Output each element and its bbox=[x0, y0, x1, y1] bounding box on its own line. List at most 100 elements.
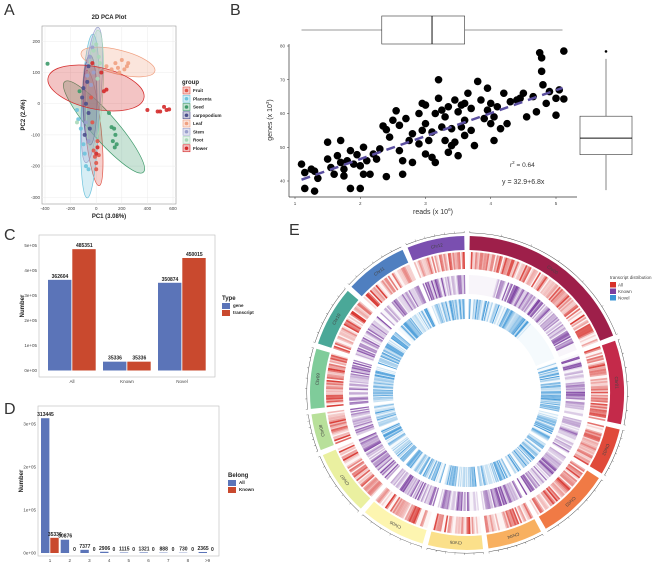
heat-cell bbox=[580, 442, 597, 451]
heat-cell bbox=[373, 386, 394, 389]
heat-cell bbox=[520, 293, 533, 311]
panel-label-b: B bbox=[230, 2, 241, 19]
heat-cell bbox=[358, 472, 373, 485]
heat-cell bbox=[517, 505, 527, 522]
heat-cell bbox=[378, 417, 398, 426]
heat-cell bbox=[434, 279, 441, 298]
data-point bbox=[113, 132, 118, 137]
heat-cell bbox=[512, 288, 523, 306]
legend-key-dot bbox=[184, 129, 189, 134]
data-point bbox=[542, 99, 551, 108]
heat-cell bbox=[548, 286, 561, 301]
heat-cell bbox=[488, 254, 493, 272]
heat-cell bbox=[428, 460, 438, 480]
data-point bbox=[346, 146, 355, 155]
heat-cell bbox=[366, 330, 384, 342]
data-point bbox=[162, 104, 167, 109]
heat-cell bbox=[475, 491, 480, 511]
heat-cell bbox=[565, 376, 585, 381]
heat-cell bbox=[381, 424, 401, 434]
y-tick-label: 80 bbox=[280, 44, 286, 49]
heat-cell bbox=[378, 416, 398, 425]
data-point bbox=[94, 151, 99, 156]
scale-tick bbox=[316, 331, 319, 333]
heat-cell bbox=[461, 275, 464, 295]
heat-cell bbox=[437, 303, 445, 323]
y-tick-label: 70 bbox=[280, 77, 286, 82]
heat-cell bbox=[355, 305, 370, 318]
data-point bbox=[389, 116, 397, 125]
heat-cell bbox=[328, 416, 346, 422]
heat-cell bbox=[577, 448, 594, 458]
heat-cell bbox=[540, 389, 561, 391]
heat-cell bbox=[387, 304, 402, 320]
scale-tick bbox=[618, 445, 620, 447]
heat-cell bbox=[353, 418, 372, 426]
heat-cell bbox=[351, 412, 371, 418]
track-background bbox=[413, 252, 465, 279]
heat-cell bbox=[576, 450, 592, 461]
heat-cell bbox=[455, 491, 459, 511]
heat-cell bbox=[353, 420, 373, 428]
scale-tick bbox=[525, 541, 527, 544]
heat-cell bbox=[533, 465, 548, 481]
scale-tick bbox=[604, 474, 607, 477]
scale-tick bbox=[577, 508, 579, 511]
heat-cell bbox=[495, 460, 505, 480]
heat-cell bbox=[398, 269, 408, 285]
chromosome-band bbox=[351, 249, 409, 297]
heat-cell bbox=[472, 299, 475, 320]
heat-cell bbox=[510, 316, 524, 334]
heat-cell bbox=[376, 283, 389, 298]
heat-cell bbox=[576, 327, 593, 337]
heat-cell bbox=[357, 303, 372, 316]
heat-cell bbox=[520, 504, 530, 521]
heat-cell bbox=[510, 286, 521, 305]
heat-cell bbox=[503, 258, 511, 276]
heat-cell bbox=[536, 495, 547, 511]
heat-cell bbox=[385, 429, 403, 441]
heat-cell bbox=[497, 256, 504, 274]
heat-cell bbox=[334, 342, 352, 351]
heat-cell bbox=[482, 465, 489, 485]
heat-cell bbox=[463, 466, 465, 487]
heat-cell bbox=[498, 486, 506, 505]
heat-cell bbox=[442, 489, 448, 509]
heat-cell bbox=[508, 453, 521, 472]
heat-cell bbox=[527, 470, 541, 487]
heat-cell bbox=[445, 465, 451, 485]
data-point bbox=[330, 170, 338, 179]
heat-cell bbox=[535, 308, 551, 323]
x-tick-label: 4 bbox=[108, 558, 111, 563]
scale-tick bbox=[542, 534, 544, 536]
scale-tick bbox=[557, 524, 560, 527]
y-tick-label: 3e+05 bbox=[24, 293, 37, 298]
heat-cell bbox=[478, 300, 484, 321]
heat-cell bbox=[357, 347, 376, 356]
heat-cell bbox=[520, 475, 532, 493]
bar bbox=[198, 551, 207, 553]
heat-cell bbox=[426, 307, 436, 327]
heat-cell bbox=[555, 294, 569, 308]
heat-cell bbox=[492, 278, 499, 298]
heat-cell bbox=[455, 252, 459, 270]
heat-cell bbox=[540, 388, 561, 390]
heat-cell bbox=[379, 459, 395, 473]
pca-plot: -400 -200 0 200 400 600-300-200-10001002002D … bbox=[21, 15, 222, 220]
heat-cell bbox=[441, 302, 448, 322]
heat-cell bbox=[565, 382, 585, 386]
heat-cell bbox=[575, 324, 592, 335]
data-point bbox=[87, 126, 92, 131]
heat-cell bbox=[527, 435, 545, 448]
scale-tick bbox=[331, 304, 334, 306]
heat-cell bbox=[464, 491, 467, 511]
heat-cell bbox=[473, 466, 477, 487]
heat-cell bbox=[514, 289, 525, 307]
heat-cell bbox=[531, 467, 546, 483]
heat-cell bbox=[456, 491, 460, 511]
heat-cell bbox=[372, 321, 389, 334]
heat-cell bbox=[522, 440, 539, 455]
scale-tick bbox=[533, 538, 535, 541]
heat-cell bbox=[405, 449, 420, 466]
legend-label: carpopodium bbox=[193, 113, 222, 118]
